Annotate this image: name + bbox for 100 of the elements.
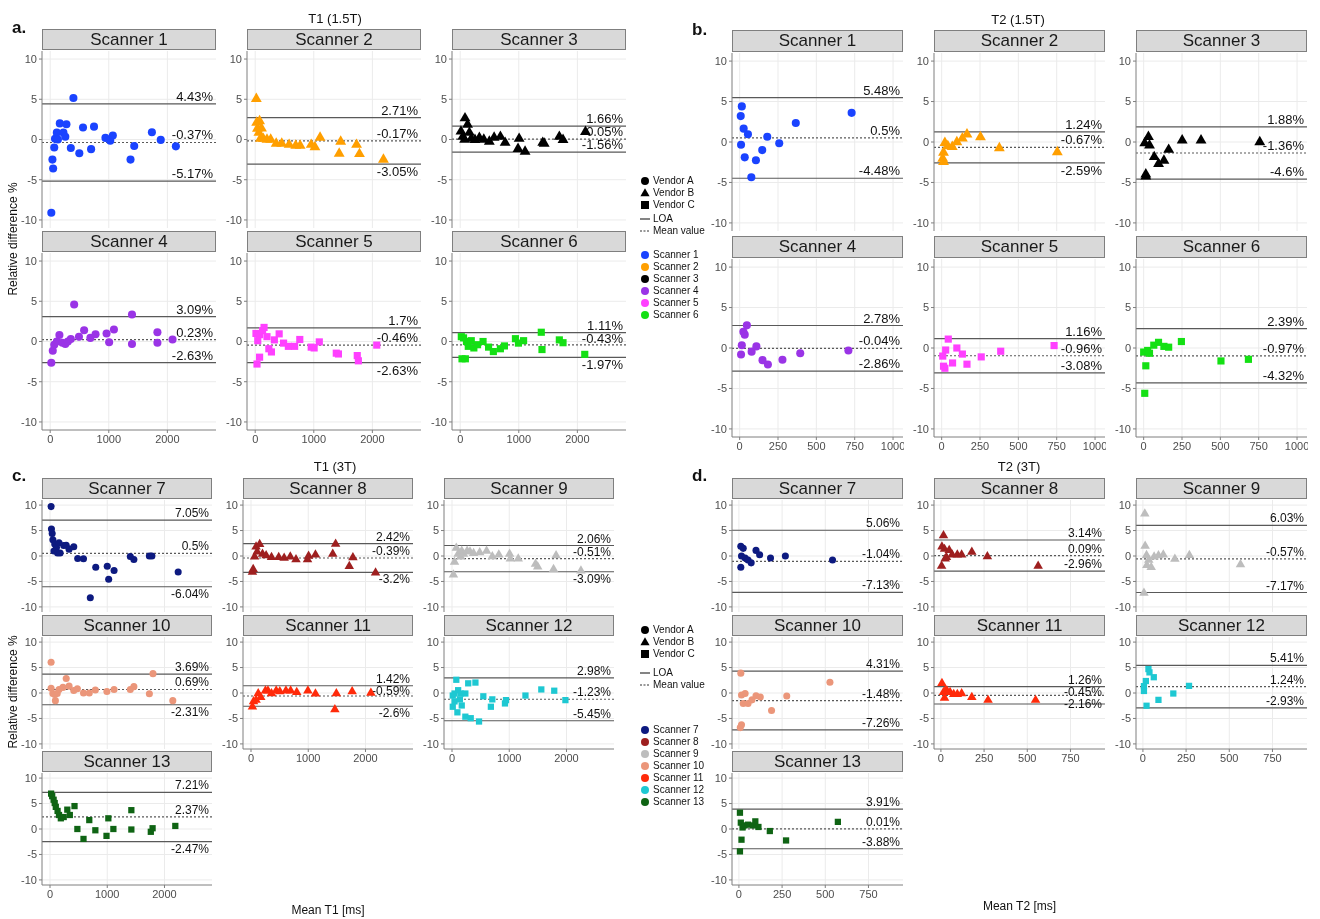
y-tick-label: 0 bbox=[1124, 341, 1131, 354]
y-tick-label: -5 bbox=[1121, 712, 1131, 725]
category-label: Scanner 9 bbox=[653, 748, 699, 760]
ref-line-label: 2.98% bbox=[576, 663, 612, 678]
y-tick-label: 10 bbox=[24, 636, 37, 648]
text: Vendor C bbox=[653, 199, 695, 211]
y-tick-label: 0 bbox=[720, 549, 727, 562]
ref-line-label: 4.43% bbox=[176, 88, 214, 104]
x-tick-label: 0 bbox=[457, 432, 464, 445]
x-tick-label: 750 bbox=[1047, 439, 1066, 452]
chart-title: Scanner 9 bbox=[1136, 478, 1307, 499]
ref-line-label: 1.11% bbox=[587, 317, 624, 333]
y-tick-label: -5 bbox=[429, 575, 439, 588]
ref-line-label: -3.88% bbox=[861, 834, 901, 849]
ref-line-label: -1.56% bbox=[581, 137, 624, 153]
y-tick-label: -5 bbox=[27, 575, 37, 588]
x-tick-label: 1000 bbox=[880, 439, 906, 452]
y-tick-label: 5 bbox=[720, 301, 727, 314]
chart-title: Scanner 3 bbox=[1136, 30, 1307, 52]
y-tick-label: 0 bbox=[720, 686, 727, 699]
y-tick-label: -5 bbox=[232, 375, 242, 388]
y-tick-label: 5 bbox=[440, 295, 447, 308]
y-tick-label: 10 bbox=[426, 499, 439, 511]
category-label: Scanner 4 bbox=[653, 285, 699, 297]
y-tick-label: 10 bbox=[434, 254, 447, 267]
y-tick-label: -5 bbox=[919, 382, 929, 395]
y-tick-label: 10 bbox=[916, 261, 929, 273]
y-tick-label: -5 bbox=[232, 173, 242, 186]
category-label: Scanner 1 bbox=[653, 249, 699, 261]
x-tick-label: 250 bbox=[970, 439, 990, 452]
ref-line-label: 1.24% bbox=[1065, 116, 1103, 132]
x-tick-label: 500 bbox=[1211, 439, 1230, 452]
y-tick-label: -10 bbox=[711, 737, 727, 750]
y-tick-label: 5 bbox=[235, 295, 242, 308]
ref-line-label: 1.16% bbox=[1065, 323, 1103, 339]
ref-line-label: -1.04% bbox=[861, 547, 901, 562]
chart-title: Scanner 12 bbox=[1136, 615, 1307, 636]
ref-line-label: 2.71% bbox=[381, 102, 419, 118]
y-tick-label: 10 bbox=[714, 55, 727, 67]
y-tick-label: -10 bbox=[226, 415, 242, 428]
ref-line-label: -0.43% bbox=[581, 330, 624, 346]
ref-line-label: 3.09% bbox=[176, 301, 214, 317]
y-tick-label: -5 bbox=[429, 712, 439, 725]
text: c. bbox=[12, 466, 27, 486]
y-tick-label: -10 bbox=[1115, 600, 1131, 613]
y-tick-label: -10 bbox=[21, 213, 37, 226]
y-tick-label: -10 bbox=[431, 415, 447, 428]
ref-line-label: 5.48% bbox=[863, 82, 901, 98]
y-tick-label: -10 bbox=[431, 213, 447, 226]
x-tick-label: 500 bbox=[807, 439, 826, 452]
text: Mean value bbox=[653, 679, 705, 691]
chart-title: Scanner 3 bbox=[452, 29, 626, 50]
x-tick-label: 2000 bbox=[554, 751, 579, 764]
text: T1 (3T) bbox=[312, 459, 358, 474]
chart-title: Scanner 8 bbox=[243, 478, 413, 499]
text: d. bbox=[692, 466, 708, 486]
y-tick-label: 0 bbox=[235, 133, 242, 146]
y-tick-label: 5 bbox=[922, 95, 929, 108]
y-tick-label: 5 bbox=[1124, 301, 1131, 314]
y-tick-label: 0 bbox=[922, 135, 929, 148]
x-tick-label: 500 bbox=[816, 887, 835, 900]
y-tick-label: 5 bbox=[30, 295, 37, 308]
x-tick-label: 1000 bbox=[497, 751, 522, 764]
y-tick-label: -10 bbox=[711, 216, 727, 229]
y-tick-label: 10 bbox=[24, 499, 37, 511]
text: LOA bbox=[653, 667, 674, 679]
y-tick-label: 0 bbox=[30, 133, 37, 146]
chart-title: Scanner 13 bbox=[42, 751, 212, 772]
ref-line-label: 2.39% bbox=[1267, 313, 1305, 329]
y-tick-label: -10 bbox=[1115, 422, 1131, 435]
x-tick-label: 250 bbox=[974, 751, 994, 764]
y-tick-label: -5 bbox=[1121, 382, 1131, 395]
y-tick-label: 5 bbox=[30, 797, 37, 810]
ref-line-label: -1.23% bbox=[572, 685, 612, 700]
y-tick-label: 0 bbox=[432, 686, 439, 699]
x-tick-label: 250 bbox=[768, 439, 788, 452]
chart-title: Scanner 5 bbox=[934, 236, 1105, 258]
chart-title: Scanner 7 bbox=[732, 478, 903, 499]
category-label: Scanner 11 bbox=[653, 772, 704, 784]
y-tick-label: 5 bbox=[1124, 95, 1131, 108]
chart-title: Scanner 4 bbox=[42, 231, 216, 252]
x-tick-label: 2000 bbox=[155, 432, 180, 445]
y-tick-label: 5 bbox=[922, 524, 929, 537]
y-tick-label: -5 bbox=[1121, 176, 1131, 189]
y-tick-label: 0 bbox=[432, 549, 439, 562]
y-tick-label: 0 bbox=[30, 686, 37, 699]
y-tick-label: 0 bbox=[231, 686, 238, 699]
ref-line-label: -5.45% bbox=[572, 706, 612, 721]
x-tick-label: 2000 bbox=[152, 887, 177, 900]
ref-line-label: -4.48% bbox=[858, 163, 901, 179]
y-tick-label: -5 bbox=[717, 176, 727, 189]
x-tick-label: 500 bbox=[1018, 751, 1037, 764]
y-tick-label: 10 bbox=[1118, 261, 1131, 273]
ref-line-label: -0.45% bbox=[1063, 684, 1103, 699]
y-tick-label: 5 bbox=[720, 95, 727, 108]
chart-title: Scanner 8 bbox=[934, 478, 1105, 499]
chart-title: Scanner 13 bbox=[732, 751, 903, 772]
y-axis-title: Relative difference % bbox=[6, 181, 21, 298]
y-tick-label: -10 bbox=[423, 737, 439, 750]
y-tick-label: 10 bbox=[1118, 499, 1131, 511]
